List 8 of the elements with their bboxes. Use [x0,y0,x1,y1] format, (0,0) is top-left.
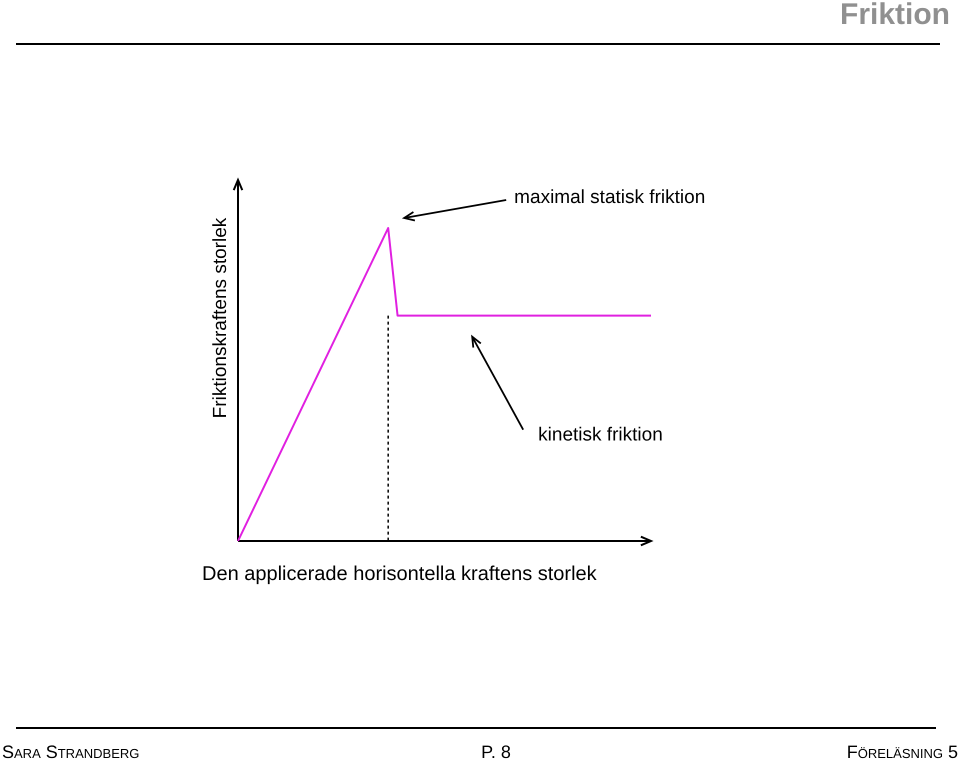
text: Sara Strandberg [2,742,140,761]
text: maximal statisk friktion [514,187,706,208]
text: P. 8 [481,742,511,761]
y-axis-title: Friktionskraftens storlek [210,217,231,418]
x-axis-title: Den applicerade horisontella kraftens storlek [202,563,598,585]
text: Friktion [840,0,950,31]
text: Föreläsning 5 [846,742,958,761]
annotation: kinetisk friktion [538,424,663,446]
